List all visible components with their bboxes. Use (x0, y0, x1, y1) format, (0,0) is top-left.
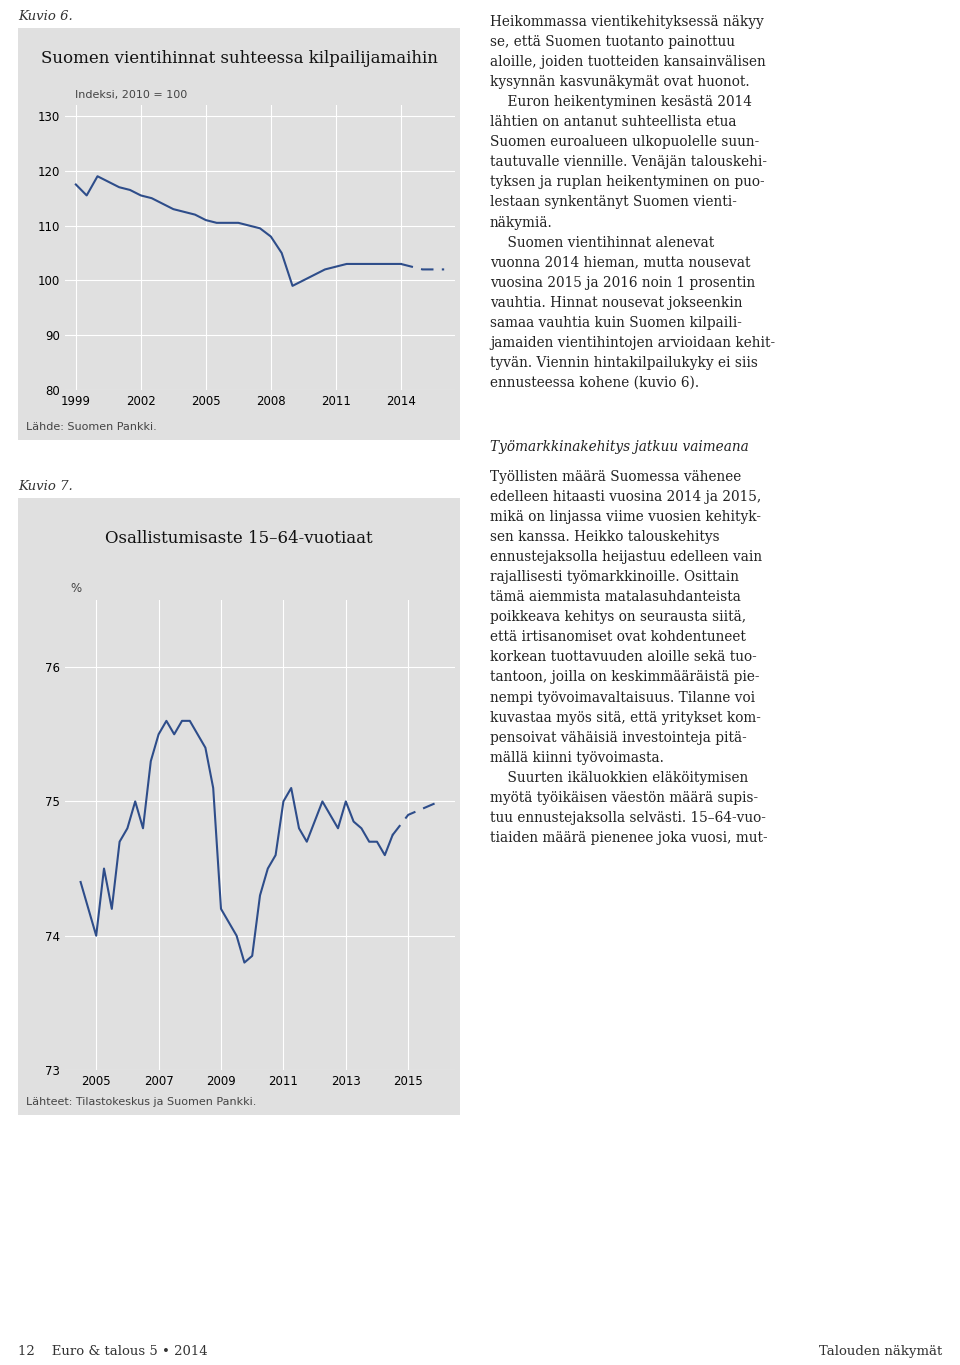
Text: Kuvio 7.: Kuvio 7. (18, 480, 73, 493)
Text: Lähde: Suomen Pankki.: Lähde: Suomen Pankki. (26, 422, 156, 431)
Text: Työllisten määrä Suomessa vähenee
edelleen hitaasti vuosina 2014 ja 2015,
mikä o: Työllisten määrä Suomessa vähenee edelle… (490, 470, 768, 845)
Text: Lähteet: Tilastokeskus ja Suomen Pankki.: Lähteet: Tilastokeskus ja Suomen Pankki. (26, 1097, 256, 1107)
Text: %: % (70, 581, 82, 595)
Text: Heikommassa vientikehityksessä näkyy
se, että Suomen tuotanto painottuu
aloille,: Heikommassa vientikehityksessä näkyy se,… (490, 15, 775, 390)
Text: Talouden näkymät: Talouden näkymät (819, 1345, 942, 1358)
Text: Suomen vientihinnat suhteessa kilpailijamaihin: Suomen vientihinnat suhteessa kilpailija… (40, 51, 438, 67)
Text: Osallistumisaste 15–64-vuotiaat: Osallistumisaste 15–64-vuotiaat (106, 530, 372, 547)
Text: Kuvio 6.: Kuvio 6. (18, 10, 73, 23)
Text: Indeksi, 2010 = 100: Indeksi, 2010 = 100 (75, 90, 187, 100)
Text: Työmarkkinakehitys jatkuu vaimeana: Työmarkkinakehitys jatkuu vaimeana (490, 440, 749, 455)
Text: 12    Euro & talous 5 • 2014: 12 Euro & talous 5 • 2014 (18, 1345, 207, 1358)
